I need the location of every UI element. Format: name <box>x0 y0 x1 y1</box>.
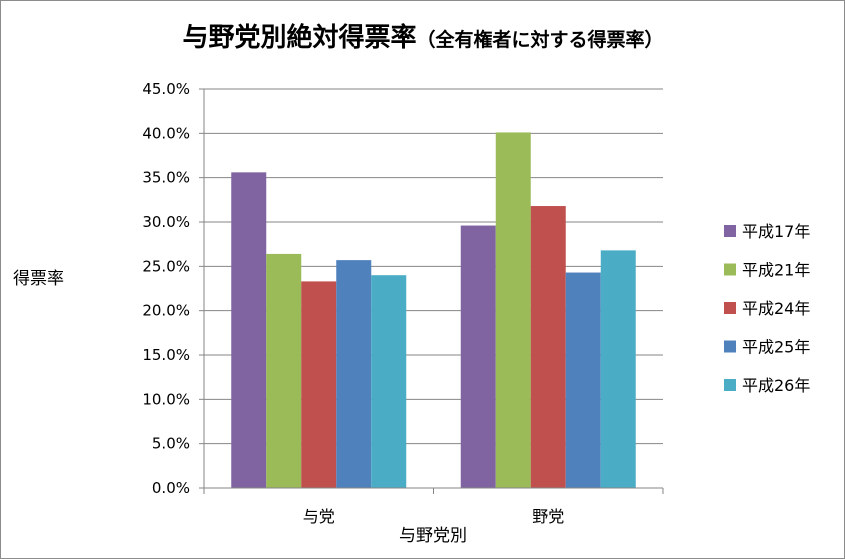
bar <box>231 172 267 488</box>
bar <box>336 260 372 488</box>
axes <box>199 88 664 494</box>
bar <box>301 281 337 488</box>
y-tick-label: 10.0% <box>142 390 190 408</box>
legend-swatch <box>724 379 736 391</box>
y-tick-label: 15.0% <box>142 346 190 364</box>
bar <box>266 253 302 488</box>
legend-swatch <box>724 225 736 237</box>
legend-label: 平成24年 <box>742 299 810 318</box>
x-axis-title: 与野党別 <box>399 526 467 546</box>
bar <box>600 250 636 488</box>
category-labels: 与党 野党 <box>303 507 565 526</box>
y-tick-label: 25.0% <box>142 257 190 275</box>
bar <box>371 275 407 488</box>
legend-label: 平成17年 <box>742 222 810 241</box>
legend-swatch <box>724 302 736 314</box>
chart-title: 与野党別絶対得票率（全有権者に対する得票率） <box>182 22 663 53</box>
y-tick-label: 35.0% <box>142 169 190 187</box>
y-tick-label: 0.0% <box>152 479 190 497</box>
legend-label: 平成21年 <box>742 261 810 280</box>
legend-label: 平成26年 <box>742 376 810 395</box>
chart-title-main: 与野党別絶対得票率 <box>182 22 416 53</box>
y-tick-label: 30.0% <box>142 213 190 231</box>
y-tick-label: 20.0% <box>142 302 190 320</box>
x-category-label: 野党 <box>532 507 564 526</box>
bars <box>231 132 636 489</box>
bar <box>565 272 601 488</box>
legend-swatch <box>724 340 736 353</box>
legend-swatch <box>724 263 736 276</box>
y-tick-label: 40.0% <box>142 124 190 142</box>
y-tick-label: 45.0% <box>142 80 190 98</box>
x-category-label: 与党 <box>303 507 335 526</box>
y-tick-label: 5.0% <box>152 435 190 453</box>
chart-title-sub: （全有権者に対する得票率） <box>417 28 664 51</box>
bar <box>460 225 496 488</box>
bar <box>495 132 531 489</box>
y-axis-title: 得票率 <box>13 269 64 289</box>
legend-label: 平成25年 <box>742 338 810 357</box>
y-axis-ticks: 0.0% 5.0% 10.0% 15.0% 20.0% 25.0% 30.0% 35.0% 40… <box>142 80 190 497</box>
bar <box>530 206 566 489</box>
